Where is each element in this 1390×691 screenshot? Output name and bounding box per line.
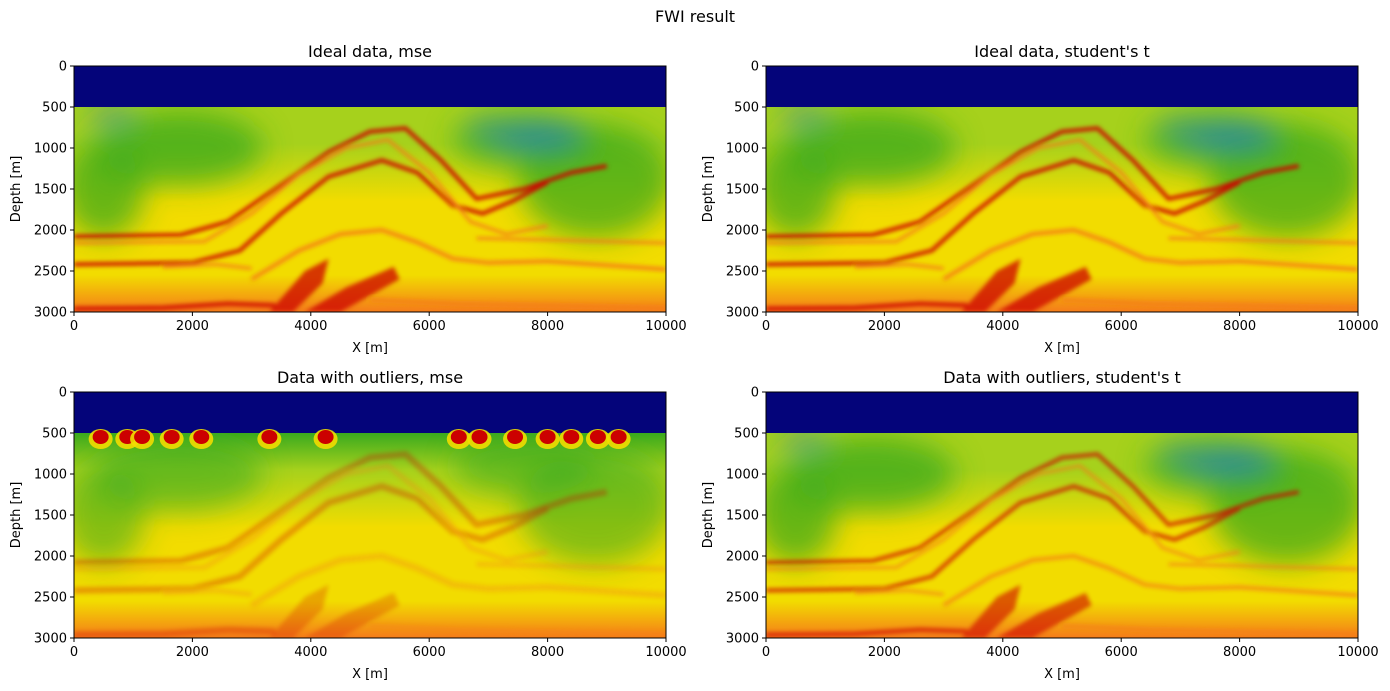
y-tick-label: 1500 — [726, 509, 759, 524]
y-tick-label: 2000 — [34, 224, 67, 239]
y-tick-label: 2500 — [726, 265, 759, 280]
velocity-image — [766, 392, 1358, 638]
x-tick-label: 8000 — [1223, 645, 1256, 660]
y-tick-label: 0 — [751, 386, 759, 401]
x-tick-label: 10000 — [645, 645, 686, 660]
y-tick-label: 2000 — [34, 550, 67, 565]
x-tick-label: 0 — [70, 319, 78, 334]
x-axis-label: X [m] — [352, 341, 388, 356]
y-tick-label: 2500 — [34, 591, 67, 606]
water-layer — [766, 392, 1358, 433]
velocity-image — [74, 66, 666, 312]
outlier-artifact-core — [261, 430, 278, 444]
y-tick-label: 2000 — [726, 224, 759, 239]
x-tick-label: 8000 — [531, 645, 564, 660]
x-tick-label: 2000 — [176, 645, 209, 660]
y-tick-label: 2500 — [726, 591, 759, 606]
y-tick-label: 2000 — [726, 550, 759, 565]
y-axis-label: Depth [m] — [9, 156, 24, 223]
x-tick-label: 2000 — [868, 645, 901, 660]
x-tick-label: 4000 — [986, 645, 1019, 660]
x-tick-label: 4000 — [294, 319, 327, 334]
y-tick-label: 500 — [734, 427, 759, 442]
y-tick-label: 1500 — [726, 183, 759, 198]
x-tick-label: 2000 — [868, 319, 901, 334]
subplot-title: Ideal data, student's t — [974, 42, 1150, 61]
y-tick-label: 500 — [734, 101, 759, 116]
water-layer — [766, 66, 1358, 107]
outlier-artifact-core — [507, 430, 524, 444]
y-tick-label: 0 — [59, 60, 67, 75]
x-axis-label: X [m] — [1044, 667, 1080, 682]
x-tick-label: 10000 — [1337, 319, 1378, 334]
y-axis-label: Depth [m] — [701, 482, 716, 549]
outlier-artifact-core — [610, 430, 627, 444]
x-tick-label: 10000 — [645, 319, 686, 334]
x-tick-label: 10000 — [1337, 645, 1378, 660]
water-layer — [74, 66, 666, 107]
x-tick-label: 8000 — [531, 319, 564, 334]
subplot-3: Data with outliers, mse 0 2000 4000 6000 8000… — [9, 368, 687, 682]
outlier-artifact-core — [539, 430, 556, 444]
x-tick-label: 6000 — [1105, 319, 1138, 334]
y-tick-label: 500 — [42, 427, 67, 442]
x-tick-label: 4000 — [294, 645, 327, 660]
y-tick-label: 3000 — [726, 306, 759, 321]
outlier-artifact-core — [450, 430, 467, 444]
velocity-image — [766, 66, 1358, 312]
x-tick-label: 0 — [762, 645, 770, 660]
subplot-1: Ideal data, mse 0 2000 4000 6000 8000 10000 0 50… — [9, 42, 687, 356]
y-tick-label: 500 — [42, 101, 67, 116]
outlier-artifact-core — [163, 430, 180, 444]
subplot-title: Ideal data, mse — [308, 42, 432, 61]
outlier-artifact-core — [317, 430, 334, 444]
outlier-artifact-core — [563, 430, 580, 444]
y-axis-label: Depth [m] — [9, 482, 24, 549]
x-tick-label: 6000 — [1105, 645, 1138, 660]
y-tick-label: 3000 — [34, 632, 67, 647]
x-tick-label: 6000 — [413, 319, 446, 334]
outlier-artifact-core — [92, 430, 109, 444]
y-tick-label: 0 — [751, 60, 759, 75]
x-tick-label: 0 — [70, 645, 78, 660]
subplot-4: Data with outliers, student's t 0 2000 4000… — [701, 368, 1379, 682]
x-tick-label: 4000 — [986, 319, 1019, 334]
y-tick-label: 1000 — [34, 468, 67, 483]
subplot-2: Ideal data, student's t 0 2000 4000 6000 8000… — [701, 42, 1379, 356]
water-layer — [74, 392, 666, 433]
x-tick-label: 6000 — [413, 645, 446, 660]
y-tick-label: 2500 — [34, 265, 67, 280]
y-tick-label: 1000 — [34, 142, 67, 157]
y-tick-label: 3000 — [726, 632, 759, 647]
subplot-title: Data with outliers, mse — [277, 368, 463, 387]
outlier-artifact-core — [193, 430, 210, 444]
subplot-title: Data with outliers, student's t — [943, 368, 1181, 387]
x-tick-label: 8000 — [1223, 319, 1256, 334]
velocity-image — [74, 392, 666, 638]
y-tick-label: 1000 — [726, 142, 759, 157]
y-axis-label: Depth [m] — [701, 156, 716, 223]
y-tick-label: 0 — [59, 386, 67, 401]
x-axis-label: X [m] — [352, 667, 388, 682]
x-tick-label: 0 — [762, 319, 770, 334]
y-tick-label: 1500 — [34, 183, 67, 198]
outlier-artifact-core — [589, 430, 606, 444]
y-tick-label: 3000 — [34, 306, 67, 321]
outlier-artifact-core — [134, 430, 151, 444]
outlier-artifact-core — [471, 430, 488, 444]
y-tick-label: 1000 — [726, 468, 759, 483]
x-tick-label: 2000 — [176, 319, 209, 334]
x-axis-label: X [m] — [1044, 341, 1080, 356]
y-tick-label: 1500 — [34, 509, 67, 524]
figure-title: FWI result — [654, 7, 736, 26]
